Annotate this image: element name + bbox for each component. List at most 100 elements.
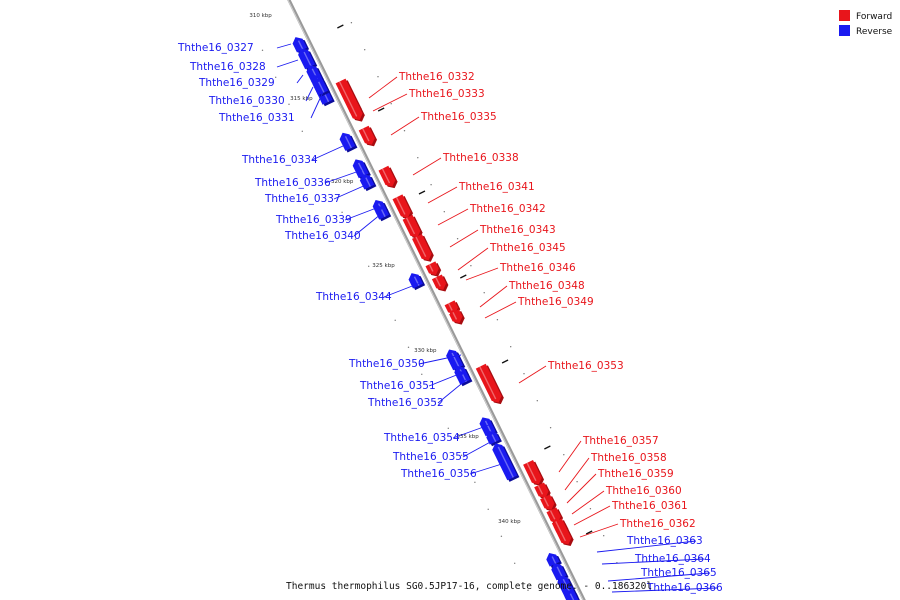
- gene-Ththe16_0331[interactable]: [312, 78, 331, 97]
- gene-Ththe16_0343[interactable]: [412, 234, 434, 262]
- gene-Ththe16_0340[interactable]: [375, 206, 392, 222]
- gene-Ththe16_0333[interactable]: [349, 106, 365, 122]
- gene-Ththe16_0338[interactable]: [378, 165, 398, 189]
- gene-Ththe16_0362[interactable]: [553, 521, 574, 546]
- gene-highlight: [452, 311, 458, 320]
- gene-label-Ththe16_0363[interactable]: Ththe16_0363: [626, 535, 703, 547]
- gene-arrow: [335, 78, 360, 114]
- gene-label-Ththe16_0354[interactable]: Ththe16_0354: [383, 432, 460, 444]
- gene-Ththe16_0349[interactable]: [449, 309, 465, 325]
- gene-label-Ththe16_0357[interactable]: Ththe16_0357: [582, 435, 659, 447]
- gene-label-Ththe16_0331[interactable]: Ththe16_0331: [218, 112, 295, 124]
- kbp-label-335: 335 kbp: [456, 434, 479, 440]
- gene-label-Ththe16_0327[interactable]: Ththe16_0327: [177, 42, 254, 54]
- gene-label-Ththe16_0345[interactable]: Ththe16_0345: [489, 242, 566, 254]
- legend-reverse-swatch: [839, 25, 850, 36]
- genome-caption: Thermus thermophilus SG0.5JP17-16, compl…: [286, 581, 652, 592]
- minor-dot: [364, 49, 366, 51]
- leader-Ththe16_0340: [353, 213, 382, 237]
- gene-Ththe16_0335[interactable]: [358, 125, 377, 147]
- gene-Ththe16_0328[interactable]: [298, 48, 318, 71]
- gene-label-Ththe16_0361[interactable]: Ththe16_0361: [611, 500, 688, 512]
- gene-Ththe16_0352[interactable]: [456, 371, 473, 387]
- gene-label-Ththe16_0328[interactable]: Ththe16_0328: [189, 61, 266, 73]
- minor-dot: [474, 481, 476, 483]
- gene-label-Ththe16_0343[interactable]: Ththe16_0343: [479, 224, 556, 236]
- gene-label-Ththe16_0333[interactable]: Ththe16_0333: [408, 88, 485, 100]
- gene-arrow: [292, 37, 307, 53]
- minor-dot: [460, 454, 463, 456]
- gene-Ththe16_0355[interactable]: [486, 431, 502, 447]
- gene-label-Ththe16_0359[interactable]: Ththe16_0359: [597, 468, 674, 480]
- minor-dot: [603, 535, 605, 537]
- gene-Ththe16_0341[interactable]: [392, 194, 414, 220]
- gene-label-Ththe16_0362[interactable]: Ththe16_0362: [619, 518, 696, 530]
- gene-Ththe16_0334[interactable]: [339, 132, 358, 153]
- gene-label-Ththe16_0356[interactable]: Ththe16_0356: [400, 468, 477, 480]
- gene-label-Ththe16_0351[interactable]: Ththe16_0351: [359, 380, 436, 392]
- minor-dot: [523, 373, 525, 375]
- gene-label-Ththe16_0344[interactable]: Ththe16_0344: [315, 291, 392, 303]
- gene-label-Ththe16_0364[interactable]: Ththe16_0364: [634, 553, 711, 565]
- gene-Ththe16_0359[interactable]: [540, 494, 557, 512]
- gene-highlight: [357, 162, 366, 176]
- gene-arrow: [392, 194, 411, 218]
- gene-Ththe16_0356[interactable]: [492, 443, 520, 482]
- leader-Ththe16_0343: [449, 229, 479, 248]
- gene-Ththe16_0350[interactable]: [446, 349, 466, 372]
- kbp-label-315: 315 kbp: [290, 96, 313, 102]
- gene-highlight: [543, 497, 550, 507]
- gene-label-Ththe16_0353[interactable]: Ththe16_0353: [547, 360, 624, 372]
- leader-Ththe16_0357: [558, 440, 582, 473]
- kbp-label-320: 320 kbp: [331, 179, 354, 185]
- gene-label-Ththe16_0337[interactable]: Ththe16_0337: [264, 193, 341, 205]
- gene-label-Ththe16_0349[interactable]: Ththe16_0349: [517, 296, 594, 308]
- gene-label-Ththe16_0365[interactable]: Ththe16_0365: [640, 567, 717, 579]
- gene-arrow: [540, 494, 555, 510]
- gene-label-Ththe16_0329[interactable]: Ththe16_0329: [198, 77, 275, 89]
- minor-dot: [487, 508, 489, 510]
- gene-label-Ththe16_0338[interactable]: Ththe16_0338: [442, 152, 519, 164]
- gene-Ththe16_0342[interactable]: [402, 214, 423, 239]
- leader-Ththe16_0337: [333, 183, 369, 200]
- leader-Ththe16_0362: [579, 523, 619, 538]
- gene-label-Ththe16_0366[interactable]: Ththe16_0366: [646, 582, 723, 594]
- minor-dot: [563, 454, 565, 456]
- gene-label-Ththe16_0339[interactable]: Ththe16_0339: [275, 214, 352, 226]
- gene-arrow: [402, 214, 421, 238]
- gene-Ththe16_0332[interactable]: [335, 78, 362, 116]
- gene-Ththe16_0337[interactable]: [359, 174, 377, 192]
- gene-label-Ththe16_0348[interactable]: Ththe16_0348: [508, 280, 585, 292]
- gene-label-Ththe16_0332[interactable]: Ththe16_0332: [398, 71, 475, 83]
- gene-label-Ththe16_0342[interactable]: Ththe16_0342: [469, 203, 546, 215]
- gene-label-Ththe16_0358[interactable]: Ththe16_0358: [590, 452, 667, 464]
- gene-label-Ththe16_0360[interactable]: Ththe16_0360: [605, 485, 682, 497]
- gene-highlight: [380, 209, 386, 218]
- gene-Ththe16_0345[interactable]: [425, 261, 442, 277]
- gene-label-Ththe16_0336[interactable]: Ththe16_0336: [254, 177, 331, 189]
- gene-Ththe16_0366[interactable]: [564, 590, 582, 600]
- gene-arrow: [358, 125, 375, 145]
- gene-arrow: [412, 234, 432, 261]
- minor-dot: [430, 184, 432, 186]
- leader-Ththe16_0332: [368, 76, 398, 99]
- gene-Ththe16_0346[interactable]: [431, 274, 449, 292]
- gene-label-Ththe16_0340[interactable]: Ththe16_0340: [284, 230, 361, 242]
- gene-label-Ththe16_0334[interactable]: Ththe16_0334: [241, 154, 318, 166]
- gene-label-Ththe16_0346[interactable]: Ththe16_0346: [499, 262, 576, 274]
- gene-Ththe16_0358[interactable]: [534, 482, 551, 500]
- gene-label-Ththe16_0355[interactable]: Ththe16_0355: [392, 451, 469, 463]
- gene-Ththe16_0357[interactable]: [523, 460, 544, 486]
- gene-label-Ththe16_0350[interactable]: Ththe16_0350: [348, 358, 425, 370]
- gene-label-Ththe16_0341[interactable]: Ththe16_0341: [458, 181, 535, 193]
- gene-label-Ththe16_0330[interactable]: Ththe16_0330: [208, 95, 285, 107]
- leader-Ththe16_0354: [452, 424, 490, 439]
- gene-Ththe16_0344[interactable]: [408, 273, 426, 291]
- gene-arrow: [546, 507, 561, 523]
- gene-arrow: [564, 590, 579, 600]
- gene-Ththe16_0353[interactable]: [475, 363, 504, 405]
- kbp-tick-315: [377, 107, 385, 112]
- gene-label-Ththe16_0335[interactable]: Ththe16_0335: [420, 111, 497, 123]
- leader-Ththe16_0338: [412, 157, 442, 176]
- gene-label-Ththe16_0352[interactable]: Ththe16_0352: [367, 397, 444, 409]
